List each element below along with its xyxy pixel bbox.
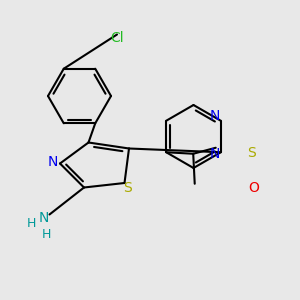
Text: N: N: [209, 109, 220, 122]
Text: N: N: [38, 211, 49, 224]
Text: N: N: [209, 148, 220, 161]
Text: H: H: [42, 227, 51, 241]
Text: H: H: [27, 217, 36, 230]
Text: S: S: [248, 146, 256, 160]
Text: O: O: [248, 181, 259, 194]
Text: S: S: [123, 181, 132, 194]
Text: N: N: [47, 155, 58, 169]
Text: Cl: Cl: [110, 31, 124, 44]
